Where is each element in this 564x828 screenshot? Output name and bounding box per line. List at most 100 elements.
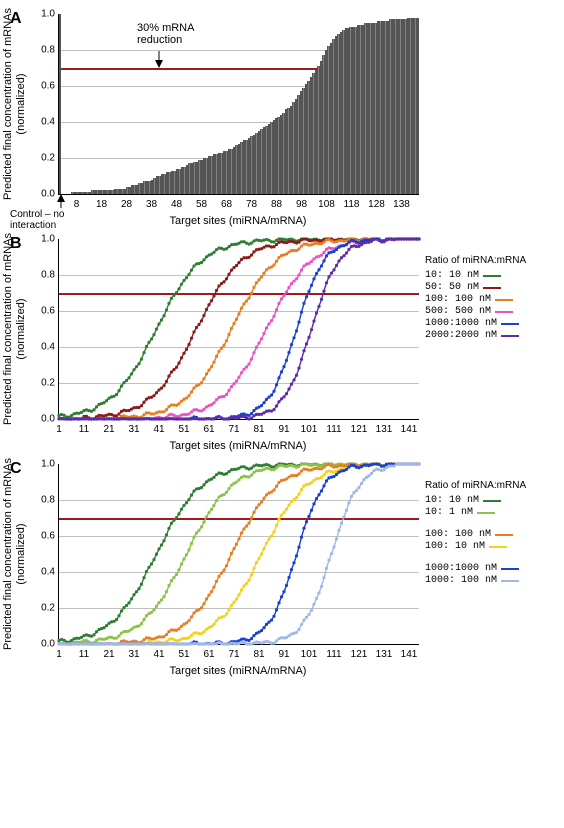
series-marker: [117, 389, 120, 392]
series-marker: [310, 284, 313, 287]
series-marker: [252, 250, 255, 253]
series-marker: [115, 414, 118, 417]
series-marker: [165, 308, 168, 311]
series-marker: [382, 468, 385, 471]
series-marker: [262, 401, 265, 404]
series-marker: [160, 543, 163, 546]
series-marker: [190, 615, 193, 618]
series-marker: [132, 368, 135, 371]
xtick-label: 101: [301, 649, 318, 660]
series-marker: [187, 343, 190, 346]
series-marker: [190, 494, 193, 497]
series-line: [59, 464, 419, 644]
series-marker: [267, 621, 270, 624]
ytick-label: 0.6: [29, 531, 55, 542]
series-marker: [225, 612, 228, 615]
ylabel-line2: (normalized): [15, 73, 27, 134]
series-marker: [222, 615, 225, 618]
series-marker: [180, 356, 183, 359]
series-marker: [102, 401, 105, 404]
series-marker: [250, 467, 253, 470]
series-marker: [202, 408, 205, 411]
series-marker: [140, 358, 143, 361]
series-marker: [282, 511, 285, 514]
series-marker: [225, 247, 228, 250]
xtick-label: 31: [128, 424, 139, 435]
series-marker: [250, 416, 253, 419]
series-marker: [340, 256, 343, 259]
series-marker: [165, 533, 168, 536]
series-marker: [247, 521, 250, 524]
series-marker: [235, 598, 238, 601]
series-marker: [275, 524, 278, 527]
series-marker: [237, 376, 240, 379]
series-marker: [322, 473, 325, 476]
series-marker: [310, 328, 313, 331]
series-marker: [275, 639, 278, 642]
xtick-label: 58: [196, 199, 207, 210]
series-marker: [290, 568, 293, 571]
series-marker: [137, 624, 140, 627]
series-marker: [280, 370, 283, 373]
series-marker: [305, 616, 308, 619]
series-marker: [115, 637, 118, 640]
xtick-label: 8: [74, 199, 80, 210]
xtick-label: 41: [153, 649, 164, 660]
legend-row: 10: 10 nM: [425, 495, 526, 506]
series-marker: [165, 380, 168, 383]
series-marker: [245, 300, 248, 303]
series-marker: [360, 482, 363, 485]
legend-label: 1000:1000 nM: [425, 563, 497, 574]
series-marker: [155, 391, 158, 394]
series-marker: [227, 389, 230, 392]
series-marker: [290, 282, 293, 285]
xtick-label: 61: [203, 424, 214, 435]
legend-c-title: Ratio of miRNA:mRNA: [425, 480, 526, 491]
series-marker: [250, 573, 253, 576]
legend-label: 100: 100 nM: [425, 529, 491, 540]
series-marker: [162, 410, 165, 413]
series-marker: [242, 584, 245, 587]
series-marker: [237, 478, 240, 481]
series-marker: [277, 601, 280, 604]
series-marker: [300, 268, 303, 271]
series-marker: [115, 618, 118, 621]
series-marker: [105, 399, 108, 402]
series-marker: [142, 401, 145, 404]
arrow-control: [59, 14, 419, 194]
series-marker: [177, 627, 180, 630]
series-marker: [142, 618, 145, 621]
series-marker: [282, 365, 285, 368]
ytick-label: 1.0: [29, 459, 55, 470]
legend-label: 10: 1 nM: [425, 507, 473, 518]
xtick-label: 38: [146, 199, 157, 210]
xtick-label: 81: [253, 649, 264, 660]
series-line: [59, 464, 419, 644]
panel-c-plot: Predicted final concentration of mRNAs (…: [58, 464, 419, 645]
series-marker: [262, 332, 265, 335]
series-marker: [202, 520, 205, 523]
series-marker: [177, 512, 180, 515]
series-marker: [220, 571, 223, 574]
series-marker: [192, 386, 195, 389]
series-marker: [247, 579, 250, 582]
xtick-label: 71: [228, 424, 239, 435]
series-marker: [147, 341, 150, 344]
series-marker: [305, 342, 308, 345]
series-marker: [237, 261, 240, 264]
series-marker: [225, 393, 228, 396]
series-marker: [125, 604, 128, 607]
series-marker: [330, 552, 333, 555]
series-marker: [210, 299, 213, 302]
series-marker: [275, 404, 278, 407]
legend-label: 100: 10 nM: [425, 541, 485, 552]
series-marker: [305, 520, 308, 523]
series-marker: [190, 390, 193, 393]
series-marker: [245, 582, 248, 585]
series-marker: [185, 553, 188, 556]
series-marker: [240, 371, 243, 374]
series-marker: [300, 311, 303, 314]
panel-b-legend: Ratio of miRNA:mRNA 10: 10 nM 50: 50 nM …: [425, 255, 526, 342]
legend-row: 2000:2000 nM: [425, 330, 526, 341]
series-svg: [59, 239, 419, 419]
